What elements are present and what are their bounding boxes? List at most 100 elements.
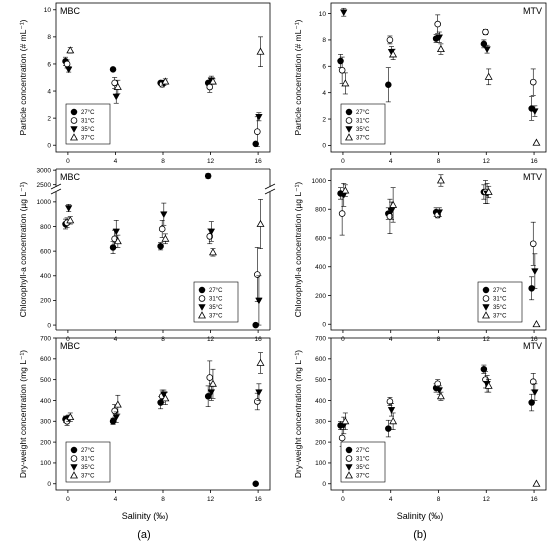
data-point — [483, 46, 491, 54]
data-point — [341, 417, 350, 425]
data-point — [252, 140, 259, 148]
legend-marker — [345, 471, 353, 479]
y-tick-label: 8 — [322, 37, 326, 44]
data-point — [436, 392, 445, 400]
data-point — [484, 187, 493, 195]
x-tick-label: 8 — [437, 158, 441, 165]
series-tri-up-open — [66, 352, 265, 422]
y-tick-label: 600 — [40, 248, 51, 255]
data-point — [161, 234, 170, 242]
x-tick-label: 4 — [114, 336, 118, 343]
data-point — [206, 83, 214, 91]
legend-marker — [198, 295, 206, 302]
data-point — [109, 66, 117, 73]
legend-label: 37°C — [356, 474, 370, 480]
legend-label: 31°C — [356, 119, 370, 125]
data-point — [254, 128, 261, 135]
data-point — [66, 216, 75, 224]
y-tick-label: 100 — [315, 460, 326, 467]
legend-label: 35°C — [209, 305, 223, 311]
x-tick-label: 0 — [341, 336, 345, 343]
legend-marker — [70, 464, 78, 471]
x-tick-label: 8 — [161, 158, 165, 165]
series-tri-down-filled — [64, 202, 263, 326]
y-axis-label: Chlorophyll-a concentration (µg L⁻¹) — [18, 182, 28, 318]
data-point — [208, 77, 217, 85]
legend-marker — [70, 108, 78, 116]
panel-label: MBC — [60, 6, 81, 16]
panel-label: MTV — [523, 341, 542, 351]
y-tick-label: 600 — [315, 235, 326, 242]
legend-label: 27°C — [356, 110, 370, 116]
legend-marker — [198, 311, 206, 319]
data-point — [340, 9, 348, 17]
x-tick-label: 12 — [207, 336, 215, 343]
y-tick-label: 3000 — [37, 167, 52, 174]
data-point — [532, 320, 541, 328]
legend-marker — [70, 133, 78, 141]
y-tick-label: 2500 — [37, 182, 52, 189]
data-point — [256, 47, 265, 55]
data-point — [256, 358, 265, 366]
x-tick-label: 4 — [389, 336, 393, 343]
y-tick-label: 0 — [322, 143, 326, 150]
data-point — [112, 414, 120, 422]
legend-label: 37°C — [81, 474, 95, 480]
legend-label: 35°C — [356, 465, 370, 471]
x-tick-label: 16 — [530, 336, 538, 343]
x-tick-label: 12 — [483, 496, 491, 503]
data-point — [435, 387, 444, 394]
legend-marker — [70, 455, 78, 462]
y-tick-label: 200 — [40, 439, 51, 446]
legend-marker — [482, 304, 490, 311]
legend-marker — [70, 446, 78, 454]
y-tick-label: 500 — [315, 377, 326, 384]
legend-marker — [345, 455, 353, 462]
x-tick-label: 16 — [530, 158, 538, 165]
legend-label: 37°C — [493, 314, 507, 320]
legend-label: 31°C — [209, 297, 223, 303]
chart-panel-b-top: 0 4 8 12 16 0 2 4 6 8 10 Particle concentration (# … — [293, 2, 547, 165]
y-tick-label: 0 — [47, 322, 51, 329]
data-point — [389, 50, 398, 58]
y-tick-label: 0 — [322, 481, 326, 488]
y-tick-label: 10 — [44, 7, 52, 14]
x-tick-label: 12 — [483, 336, 491, 343]
data-point — [532, 479, 541, 487]
x-tick-label: 0 — [341, 496, 345, 503]
data-point — [484, 72, 493, 80]
data-point — [112, 228, 120, 236]
data-point — [63, 60, 71, 68]
data-point — [338, 66, 346, 74]
series-circle-open — [338, 180, 537, 266]
data-point — [531, 268, 539, 275]
legend-label: 31°C — [81, 119, 95, 125]
x-tick-label: 0 — [341, 158, 345, 165]
y-tick-label: 4 — [47, 88, 51, 95]
legend-label: 27°C — [81, 448, 95, 454]
legend: 27°C 31°C 35°C 37°C — [193, 281, 239, 323]
data-point — [386, 213, 394, 220]
legend-marker — [345, 108, 353, 116]
panel-label: MTV — [523, 6, 542, 16]
data-point — [436, 176, 445, 184]
y-tick-label: 10 — [319, 11, 327, 18]
data-point — [208, 248, 217, 256]
x-tick-label: 8 — [161, 496, 165, 503]
data-point — [254, 398, 261, 405]
data-point — [256, 219, 265, 227]
x-tick-label: 12 — [207, 158, 215, 165]
data-point — [387, 407, 396, 414]
sublabel-b: (b) — [413, 529, 426, 541]
x-tick-label: 4 — [114, 158, 118, 165]
legend-label: 31°C — [81, 457, 95, 463]
data-point — [389, 417, 398, 425]
y-axis-label: Dry-weight concentration (mg L⁻¹) — [293, 350, 303, 478]
panel-label: MTV — [523, 172, 542, 182]
legend-label: 37°C — [81, 136, 95, 142]
legend: 27°C 31°C 35°C 37°C — [65, 103, 111, 145]
axis-break-mark — [264, 188, 276, 195]
series-tri-down-filled — [340, 183, 539, 289]
y-tick-label: 200 — [315, 439, 326, 446]
y-tick-label: 800 — [315, 207, 326, 214]
